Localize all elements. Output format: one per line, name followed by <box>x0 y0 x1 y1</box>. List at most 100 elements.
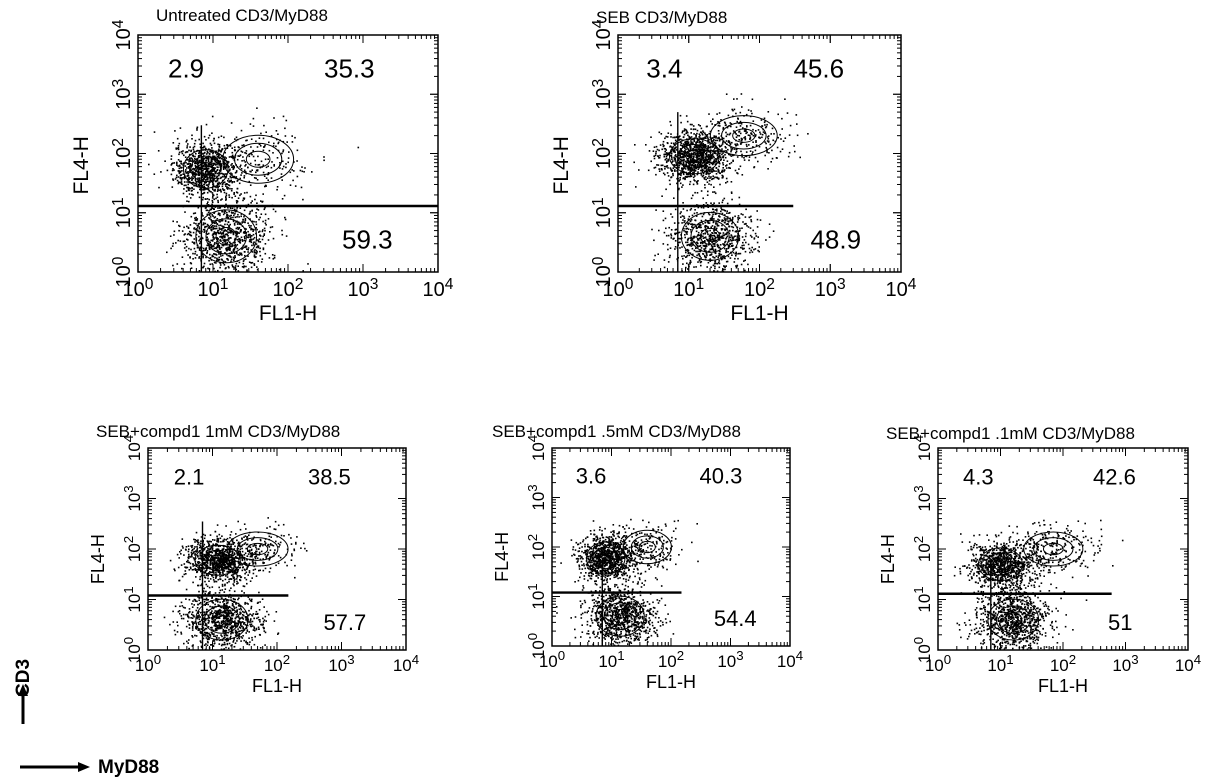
event-dot <box>731 108 733 111</box>
event-dot <box>729 220 731 222</box>
event-dot <box>682 173 685 176</box>
event-dot <box>211 559 213 562</box>
event-dot <box>707 239 709 241</box>
event-dot <box>713 191 716 193</box>
event-dot <box>714 142 717 144</box>
event-dot <box>719 145 721 148</box>
event-dot <box>687 161 689 164</box>
event-dot <box>758 250 760 253</box>
event-dot <box>698 161 701 164</box>
event-dot <box>199 188 201 191</box>
event-dot <box>693 160 695 162</box>
event-dot <box>699 241 702 244</box>
event-dot <box>219 231 222 233</box>
event-dot <box>653 155 655 157</box>
event-dot <box>695 150 697 152</box>
event-dot <box>210 220 213 222</box>
event-dot <box>214 557 217 559</box>
event-dot <box>734 132 736 134</box>
event-dot <box>684 249 687 252</box>
event-dot <box>231 154 234 157</box>
event-dot <box>213 227 216 230</box>
event-dot <box>205 159 207 162</box>
event-dot <box>234 545 236 548</box>
event-dot <box>704 232 706 235</box>
event-dot <box>191 134 193 137</box>
event-dot <box>255 249 258 252</box>
event-dot <box>236 226 239 229</box>
event-dot <box>259 234 261 237</box>
event-dot <box>702 252 704 255</box>
event-dot <box>221 564 223 566</box>
event-dot <box>678 136 680 138</box>
event-dot <box>187 189 190 191</box>
event-dot <box>262 164 265 166</box>
event-dot <box>185 151 188 153</box>
event-dot <box>187 239 189 241</box>
event-dot <box>694 191 696 194</box>
event-dot <box>232 563 235 565</box>
event-dot <box>751 133 753 136</box>
event-dot <box>751 153 753 155</box>
event-dot <box>704 160 706 163</box>
event-dot <box>200 552 202 555</box>
event-dot <box>681 215 684 217</box>
event-dot <box>198 257 200 259</box>
event-dot <box>235 170 238 172</box>
event-dot <box>695 236 697 238</box>
event-dot <box>662 210 665 212</box>
event-dot <box>751 236 753 238</box>
event-dot <box>285 235 288 237</box>
event-dot <box>194 168 196 170</box>
event-dot <box>675 140 678 143</box>
event-dot <box>687 134 689 137</box>
event-dot <box>738 230 740 232</box>
event-dot <box>724 214 726 216</box>
event-dot <box>172 220 174 223</box>
event-dot <box>208 246 211 249</box>
event-dot <box>685 148 687 151</box>
event-dot <box>237 213 239 216</box>
event-dot <box>702 235 704 238</box>
event-dot <box>214 188 216 191</box>
event-dot <box>217 201 219 204</box>
event-dot <box>734 143 736 146</box>
event-dot <box>250 241 253 244</box>
event-dot <box>763 117 766 120</box>
event-dot <box>243 176 245 179</box>
event-dot <box>207 557 209 559</box>
contour-ring <box>205 218 247 255</box>
event-dot <box>693 240 695 243</box>
event-dot <box>682 208 685 210</box>
event-dot <box>694 219 697 222</box>
event-dot <box>210 226 212 229</box>
event-dot <box>722 155 725 157</box>
event-dot <box>688 167 691 169</box>
event-dot <box>740 246 742 249</box>
event-dot <box>188 153 191 156</box>
event-dot <box>210 144 213 146</box>
event-dot <box>187 178 190 181</box>
event-dot <box>736 120 738 123</box>
event-dot <box>178 172 181 175</box>
event-dot <box>211 168 214 170</box>
event-dot <box>210 159 213 162</box>
event-dot <box>220 250 222 253</box>
event-dot <box>735 231 738 233</box>
event-dot <box>773 133 775 135</box>
event-dot <box>179 177 182 180</box>
event-dot <box>287 161 289 164</box>
event-dot <box>691 243 693 245</box>
event-dot <box>726 164 728 166</box>
event-dot <box>720 150 722 153</box>
event-dot <box>672 149 674 151</box>
event-dot <box>689 160 691 163</box>
event-dot <box>682 184 684 186</box>
event-dot <box>233 572 235 574</box>
event-dot <box>757 236 759 238</box>
event-dot <box>718 234 720 237</box>
event-dot <box>668 226 670 229</box>
event-dot <box>688 164 691 166</box>
event-dot <box>208 198 210 201</box>
event-dot <box>217 155 220 157</box>
